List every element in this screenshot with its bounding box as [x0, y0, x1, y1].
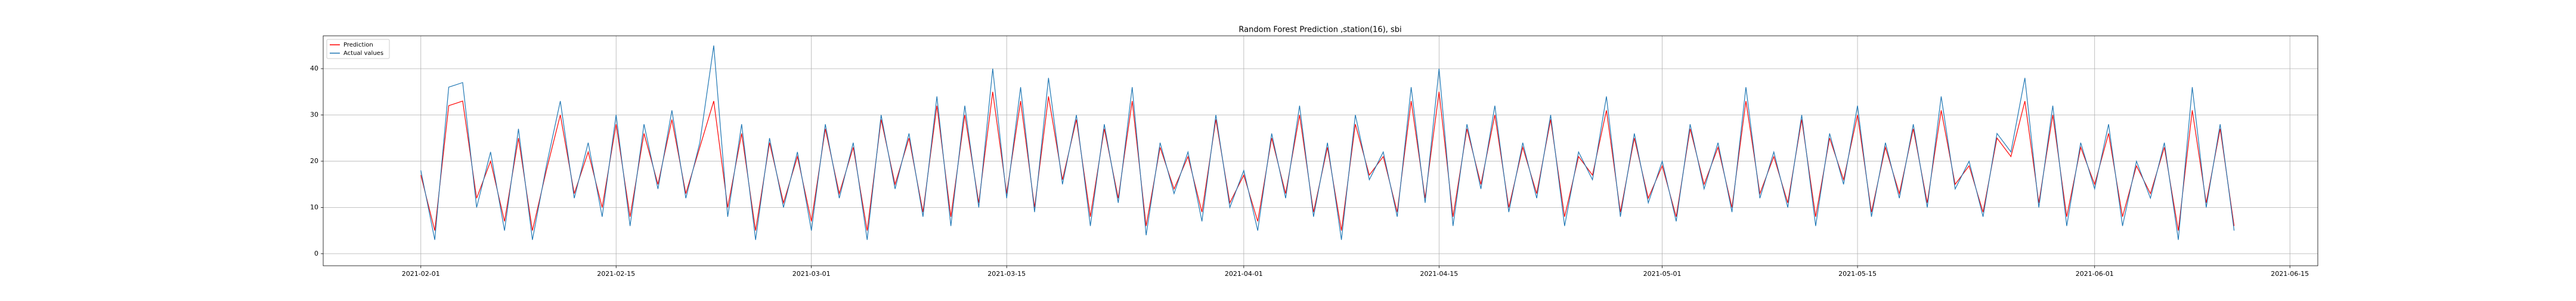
x-tick-label: 2021-05-01: [1643, 270, 1682, 278]
plot-frame: [323, 35, 2318, 266]
x-tick-label: 2021-04-01: [1225, 270, 1263, 278]
x-tick-label: 2021-06-15: [2271, 270, 2309, 278]
y-tick-label: 0: [314, 250, 318, 257]
series-line: [420, 45, 2235, 240]
x-tick-label: 2021-03-15: [987, 270, 1026, 278]
legend-label: Prediction: [343, 42, 373, 48]
x-tick-label: 2021-06-01: [2076, 270, 2114, 278]
y-tick-label: 40: [310, 64, 318, 72]
chart-title: Random Forest Prediction ,station(16), s…: [1239, 26, 1401, 35]
y-tick-label: 30: [310, 110, 318, 118]
x-tick-label: 2021-02-01: [402, 270, 440, 278]
y-tick-label: 10: [310, 203, 318, 211]
y-tick-label: 20: [310, 157, 318, 165]
x-tick-label: 2021-05-15: [1838, 270, 1877, 278]
x-tick-label: 2021-04-15: [1420, 270, 1458, 278]
x-tick-label: 2021-02-15: [597, 270, 635, 278]
legend-box: [326, 39, 390, 59]
x-tick-label: 2021-03-01: [792, 270, 831, 278]
legend-label: Actual values: [343, 50, 383, 57]
